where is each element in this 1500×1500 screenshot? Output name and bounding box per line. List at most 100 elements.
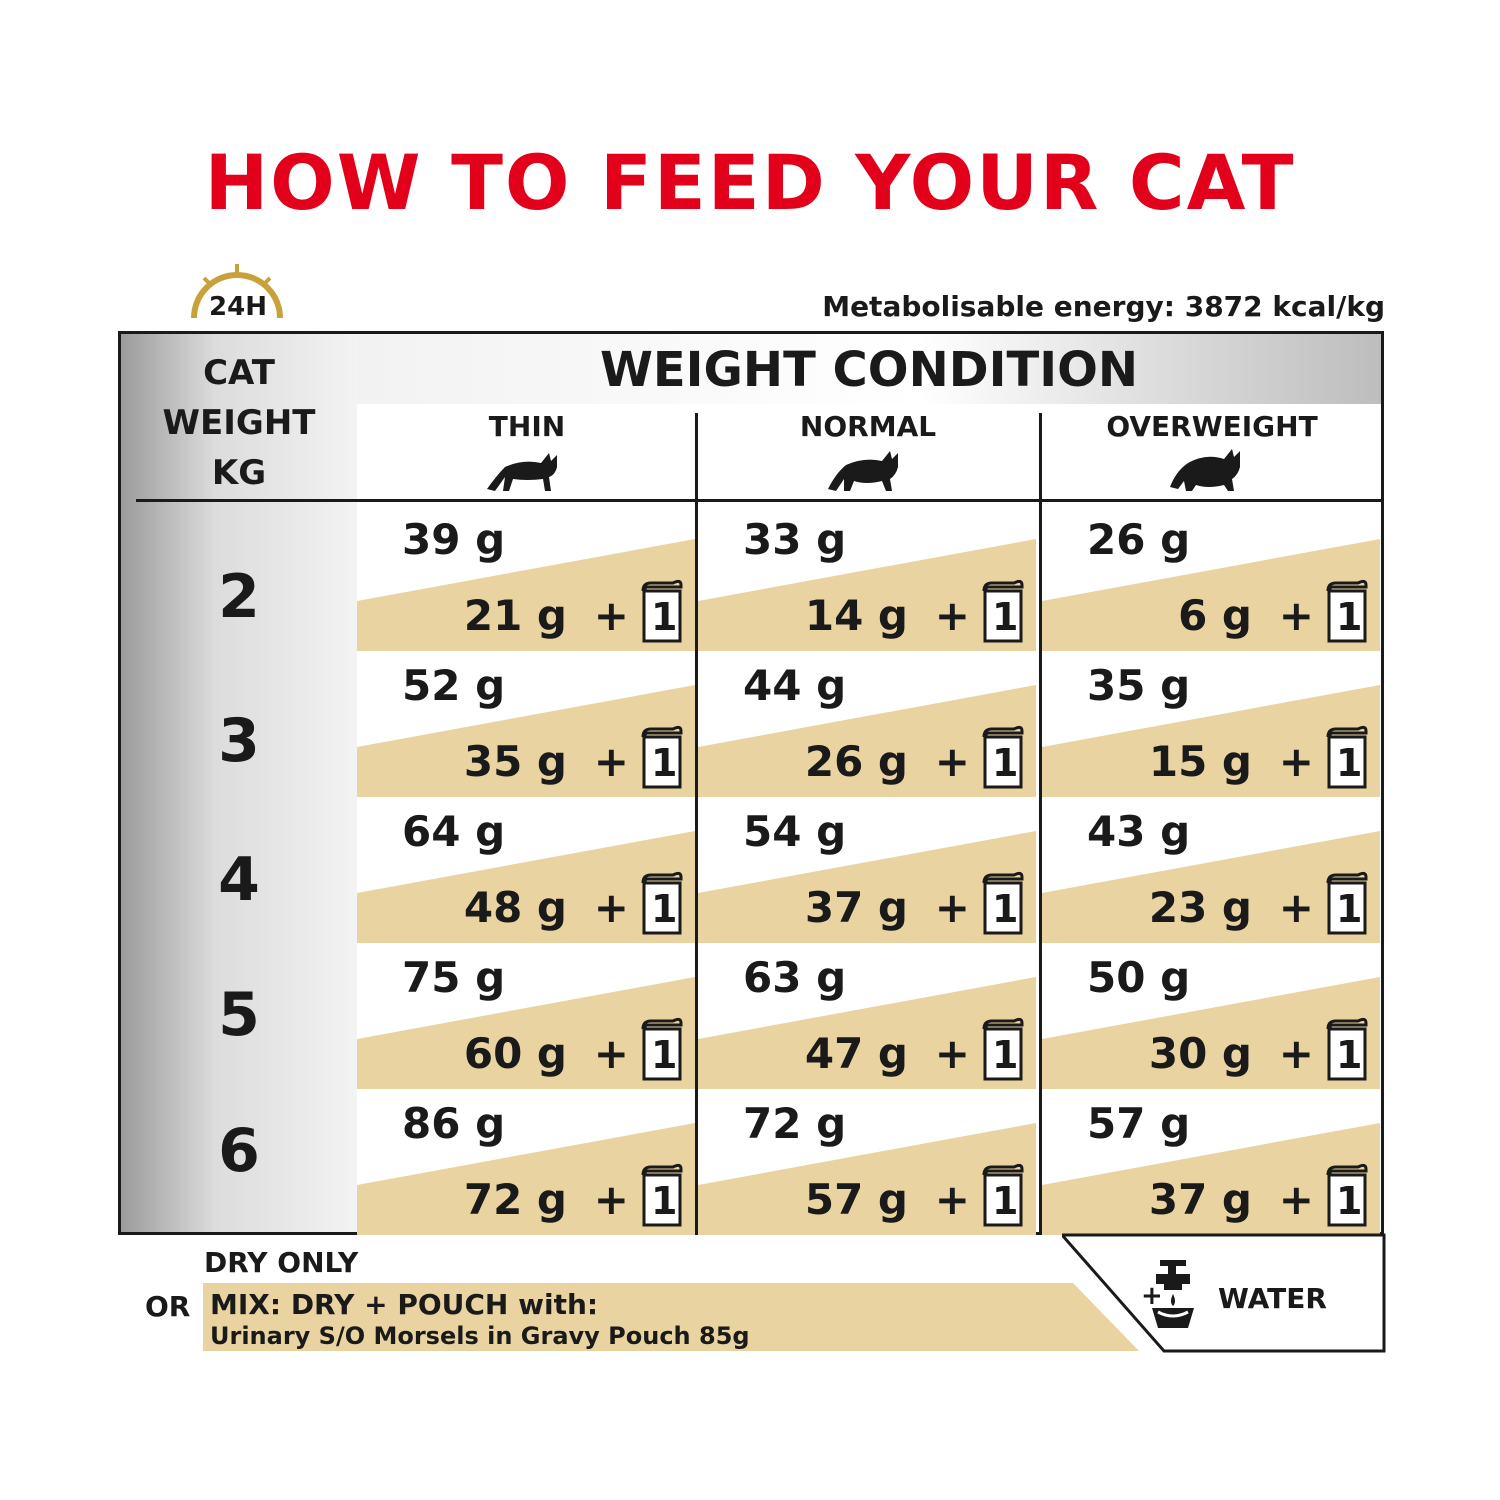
pouch-icon: 1 [1324,1015,1370,1081]
feeding-cell: 54 g 37 g +1 [698,797,1036,943]
cat-weight-line: CAT [203,353,275,393]
mix-dry-amount: 37 g [804,883,908,932]
mix-dry-amount: 30 g [1148,1029,1252,1078]
plus-sign: + [1278,737,1314,786]
feeding-cell: 26 g 6 g +1 [1042,505,1380,651]
plus-sign: + [593,883,629,932]
pouch-count: 1 [1336,887,1363,931]
pouch-icon: 1 [980,869,1026,935]
feeding-cell: 35 g 15 g +1 [1042,651,1380,797]
plus-sign: + [1278,1029,1314,1078]
cat-weight-value: 2 [218,562,260,632]
normal-cat-icon [828,451,898,491]
pouch-icon: 1 [980,1161,1026,1227]
pouch-count: 1 [651,1179,678,1223]
dry-only-amount: 72 g [743,1099,847,1148]
column-divider [1039,413,1042,1235]
pouch-count: 1 [992,887,1019,931]
water-bowl-icon [1152,1260,1194,1328]
feeding-cell: 44 g 26 g +1 [698,651,1036,797]
mix-dry-amount: 47 g [804,1029,908,1078]
mix-band [1042,831,1380,943]
mix-band [357,977,695,1089]
feeding-cell: 52 g 35 g +1 [357,651,695,797]
mix-band [698,1123,1036,1235]
plus-sign: + [593,1175,629,1224]
legend-mix-product: Urinary S/O Morsels in Gravy Pouch 85g [210,1322,750,1350]
mix-dry-amount: 72 g [463,1175,567,1224]
weight-condition-title: WEIGHT CONDITION [599,342,1139,398]
pouch-count: 1 [651,595,678,639]
pouch-icon: 1 [639,577,685,643]
plus-sign: + [934,737,970,786]
weight-condition-band [357,334,1381,404]
mix-band [698,539,1036,651]
feeding-cell: 57 g 37 g +1 [1042,1089,1380,1235]
pouch-count: 1 [651,1033,678,1077]
pouch-icon: 1 [639,1161,685,1227]
plus-sign: + [593,737,629,786]
legend-dry-only: DRY ONLY [204,1246,359,1279]
mix-dry-amount: 23 g [1148,883,1252,932]
dry-only-amount: 75 g [402,953,506,1002]
column-header-overweight: OVERWEIGHT [1106,410,1318,443]
water-label: WATER [1218,1282,1327,1315]
mix-dry-amount: 35 g [463,737,567,786]
pouch-icon: 1 [980,1015,1026,1081]
mix-band [698,685,1036,797]
thin-cat-icon [487,453,557,491]
legend-mix-band [203,1283,1139,1351]
plus-sign: + [593,1029,629,1078]
overweight-cat-icon [1170,449,1240,491]
pouch-icon: 1 [1324,723,1370,789]
pouch-icon: 1 [639,723,685,789]
mix-dry-amount: 57 g [804,1175,908,1224]
mix-band [698,831,1036,943]
feeding-cell: 86 g 72 g +1 [357,1089,695,1235]
mix-band [357,831,695,943]
dry-only-amount: 39 g [402,515,506,564]
cat-weight-value: 5 [218,980,260,1050]
pouch-icon: 1 [1324,577,1370,643]
pouch-count: 1 [992,1179,1019,1223]
dry-only-amount: 63 g [743,953,847,1002]
dry-only-amount: 86 g [402,1099,506,1148]
feeding-cell: 39 g 21 g +1 [357,505,695,651]
dry-only-amount: 50 g [1087,953,1191,1002]
plus-sign: + [934,883,970,932]
column-header-normal: NORMAL [799,410,937,443]
metabolisable-energy: Metabolisable energy: 3872 kcal/kg [822,290,1385,323]
feeding-cell: 33 g 14 g +1 [698,505,1036,651]
mix-band [1042,685,1380,797]
feeding-cell: 64 g 48 g +1 [357,797,695,943]
feeding-cell: 75 g 60 g +1 [357,943,695,1089]
feeding-cell: 43 g 23 g +1 [1042,797,1380,943]
mix-band [698,977,1036,1089]
plus-sign: + [934,1175,970,1224]
clock-24h-icon [191,264,283,319]
pouch-icon: 1 [1324,1161,1370,1227]
dry-only-amount: 52 g [402,661,506,710]
cat-weight-line: KG [211,453,267,493]
water-box [1062,1233,1386,1353]
feeding-cell: 63 g 47 g +1 [698,943,1036,1089]
page-title: HOW TO FEED YOUR CAT [204,138,1296,227]
feeding-cell: 72 g 57 g +1 [698,1089,1036,1235]
clock-label: 24H [209,292,267,322]
dry-only-amount: 57 g [1087,1099,1191,1148]
legend-or: OR [145,1290,191,1323]
header-divider [136,499,1381,502]
pouch-icon: 1 [639,869,685,935]
pouch-icon: 1 [980,577,1026,643]
dry-only-amount: 54 g [743,807,847,856]
mix-dry-amount: 37 g [1148,1175,1252,1224]
pouch-count: 1 [1336,595,1363,639]
pouch-count: 1 [1336,741,1363,785]
plus-sign: + [934,591,970,640]
plus-sign: + [1278,1175,1314,1224]
mix-band [357,685,695,797]
water-plus: + [1141,1281,1163,1311]
pouch-count: 1 [1336,1033,1363,1077]
mix-dry-amount: 60 g [463,1029,567,1078]
column-header-thin: THIN [488,410,566,443]
